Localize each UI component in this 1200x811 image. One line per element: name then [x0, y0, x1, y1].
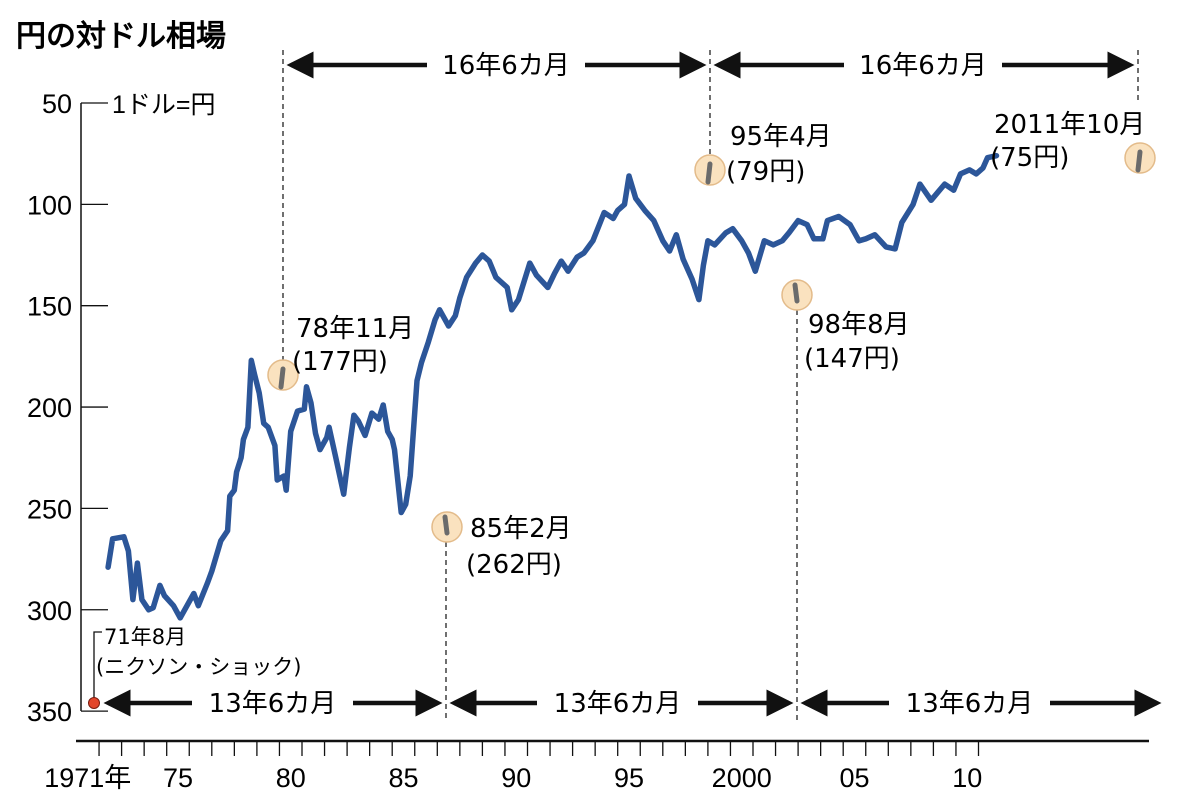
- period-span-arrow: 16年6カ月: [713, 51, 1135, 81]
- annotation-1998-date: 98年8月: [808, 310, 910, 340]
- exchange-rate-line: [105, 152, 1000, 621]
- period-span-arrow: 13年6カ月: [800, 689, 1162, 719]
- period-span-label: 16年6カ月: [442, 51, 570, 81]
- y-tick-label: 50: [42, 89, 72, 119]
- annotation-1978-date: 78年11月: [296, 314, 414, 344]
- highlight-markers: [267, 142, 1156, 543]
- annotation-2011-value: (75円): [990, 143, 1069, 173]
- x-tick-label: 05: [839, 763, 869, 793]
- y-tick-label: 100: [27, 190, 72, 220]
- period-span-arrow: 16年6カ月: [286, 51, 707, 81]
- red-dot-icon: [88, 697, 100, 709]
- period-span-arrow: 13年6カ月: [103, 689, 443, 719]
- period-span-arrow: 13年6カ月: [449, 689, 794, 719]
- y-axis-unit-label: 1ドル=円: [112, 91, 216, 119]
- y-tick-label: 150: [27, 292, 72, 322]
- x-tick-label: 90: [501, 763, 531, 793]
- annotation-1998-value: (147円): [804, 344, 900, 374]
- y-tick-label: 300: [27, 596, 72, 626]
- x-tick-label: 85: [388, 763, 418, 793]
- nixon-sublabel: (ニクソン・ショック): [96, 655, 301, 679]
- annotation-1985-date: 85年2月: [470, 514, 572, 544]
- annotation-1995-value: (79円): [726, 157, 805, 187]
- period-spans: 16年6カ月 16年6カ月 13年6カ月 13年6カ月 13年6カ月: [103, 51, 1162, 719]
- y-tick-label: 250: [27, 494, 72, 524]
- period-span-label: 13年6カ月: [209, 689, 337, 719]
- y-tick-label: 350: [27, 697, 72, 727]
- x-tick-label: 1971年: [44, 763, 131, 793]
- annotation-1995-date: 95年4月: [730, 122, 832, 152]
- x-tick-label: 2000: [712, 763, 772, 793]
- period-span-label: 13年6カ月: [554, 689, 682, 719]
- x-ticks: [98, 741, 980, 756]
- y-ticks: 50 100 150 200 250 300 350: [27, 89, 108, 727]
- nixon-date-label: 71年8月: [104, 625, 186, 649]
- period-span-label: 13年6カ月: [906, 689, 1034, 719]
- dashed-reference-lines: [282, 50, 1139, 722]
- annotation-labels: 78年11月 (177円) 85年2月 (262円) 95年4月 (79円) 9…: [292, 110, 1145, 580]
- x-tick-label: 10: [952, 763, 982, 793]
- chart-title: 円の対ドル相場: [16, 19, 226, 54]
- x-axis: 1971年 75 80 85 90 95 2000 05 10: [44, 739, 1149, 793]
- x-tick-label: 80: [276, 763, 306, 793]
- annotation-1985-value: (262円): [466, 550, 562, 580]
- x-tick-label: 75: [163, 763, 193, 793]
- y-axis: 50 100 150 200 250 300 350 1ドル=円: [27, 89, 216, 727]
- annotation-1978-value: (177円): [292, 347, 388, 377]
- x-tick-label: 95: [614, 763, 644, 793]
- y-tick-label: 200: [27, 393, 72, 423]
- nixon-shock-marker: 71年8月 (ニクソン・ショック): [88, 625, 301, 709]
- annotation-2011-date: 2011年10月: [994, 110, 1145, 140]
- period-span-label: 16年6カ月: [859, 51, 987, 81]
- x-tick-labels: 1971年 75 80 85 90 95 2000 05 10: [44, 763, 982, 793]
